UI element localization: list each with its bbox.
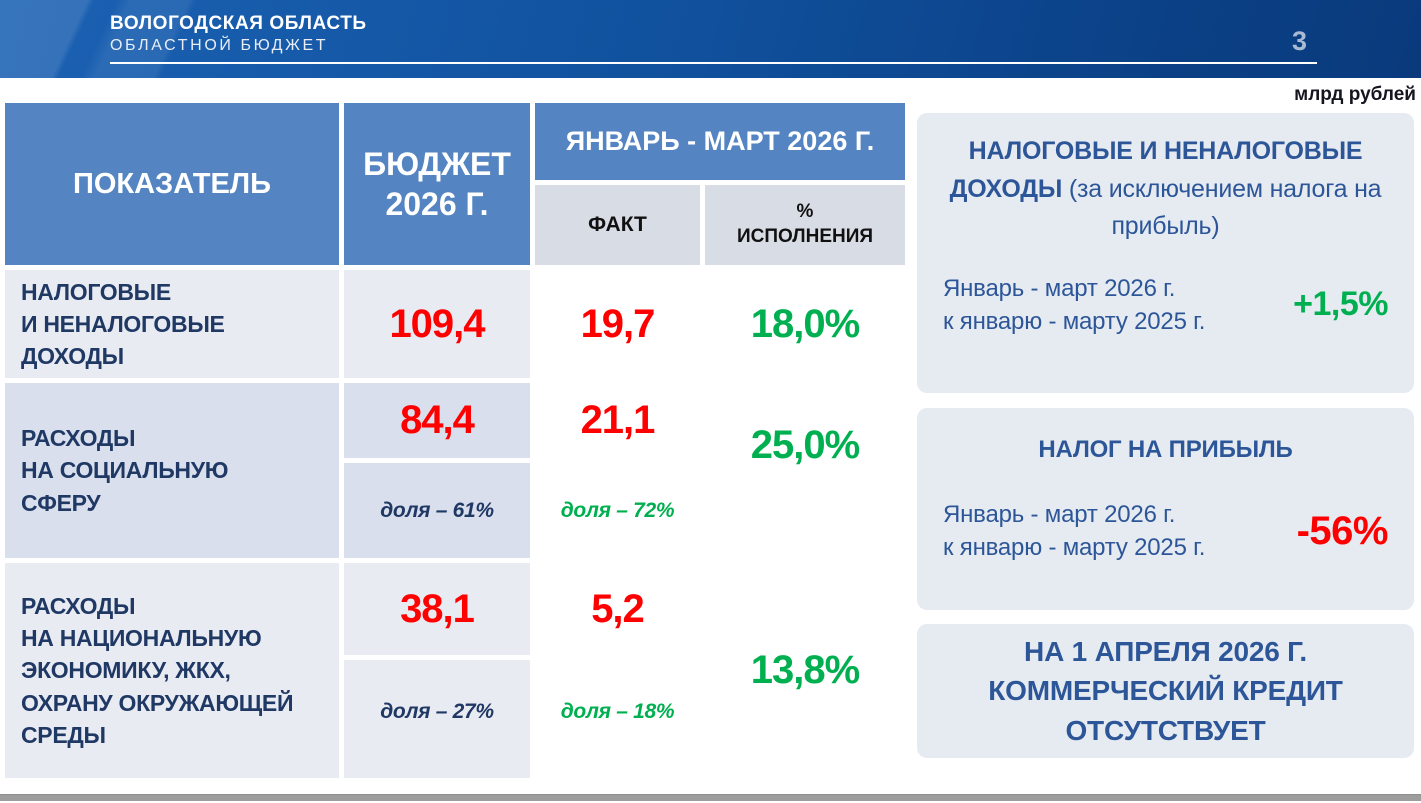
period-line-1: Январь - март 2026 г.: [943, 274, 1176, 302]
col-header-indicator: ПОКАЗАТЕЛЬ: [5, 103, 339, 265]
panel-tax-nontax-income: НАЛОГОВЫЕ И НЕНАЛОГОВЫЕ ДОХОДЫ (за исклю…: [917, 113, 1414, 393]
col-header-execution: % ИСПОЛНЕНИЯ: [705, 185, 905, 265]
fact-share-economy: доля – 18%: [560, 700, 675, 723]
budget-table: ПОКАЗАТЕЛЬ БЮДЖЕТ 2026 Г. ЯНВАРЬ - МАРТ …: [5, 103, 905, 778]
execution-value-incomes: 18,0%: [750, 301, 860, 346]
col-header-budget: БЮДЖЕТ 2026 Г.: [344, 103, 530, 265]
execution-value-economy: 13,8%: [750, 648, 860, 692]
panel-title: НАЛОГ НА ПРИБЫЛЬ: [1038, 436, 1293, 463]
fact-share-social: доля – 72%: [560, 498, 675, 522]
budget-share-social: доля – 61%: [344, 463, 530, 558]
panel-commercial-credit: НА 1 АПРЕЛЯ 2026 Г. КОММЕРЧЕСКИЙ КРЕДИТ …: [917, 624, 1414, 758]
fact-value-social: 21,1: [580, 398, 656, 442]
fact-value-incomes: 19,7: [580, 301, 656, 346]
region-title: ВОЛОГОДСКАЯ ОБЛАСТЬ: [110, 13, 367, 34]
header-underline: [110, 62, 1317, 64]
panel-title-note: (за исключением налога на прибыль): [1062, 174, 1382, 241]
period-line-1: Январь - март 2026 г.: [943, 501, 1176, 528]
panel-body: Январь - март 2026 г. к январю - марту 2…: [943, 498, 1389, 564]
col-header-fact: ФАКТ: [535, 185, 700, 265]
period-line-2: к январю - марту 2025 г.: [943, 307, 1206, 335]
panel-profit-tax: НАЛОГ НА ПРИБЫЛЬ Январь - март 2026 г. к…: [917, 408, 1414, 610]
commercial-credit-statement: НА 1 АПРЕЛЯ 2026 Г. КОММЕРЧЕСКИЙ КРЕДИТ …: [988, 636, 1343, 746]
fact-value-economy: 5,2: [591, 586, 645, 631]
slide-subtitle: ОБЛАСТНОЙ БЮДЖЕТ: [110, 37, 329, 54]
row-label-incomes: НАЛОГОВЫЕ И НЕНАЛОГОВЫЕ ДОХОДЫ: [5, 270, 339, 378]
panel-body: Январь - март 2026 г. к январю - марту 2…: [943, 272, 1388, 338]
panel-title-bold: НАЛОГОВЫЕ И НЕНАЛОГОВЫЕ ДОХОДЫ: [949, 137, 1363, 203]
page-number: 3: [1292, 26, 1308, 56]
row-label-social: РАСХОДЫ НА СОЦИАЛЬНУЮ СФЕРУ: [5, 383, 339, 558]
change-value-positive: +1,5%: [1293, 285, 1388, 324]
period-line-2: к январю - марту 2025 г.: [943, 534, 1206, 562]
comparison-period: Январь - март 2026 г. к январю - марту 2…: [943, 498, 1205, 564]
change-value-negative: -56%: [1296, 508, 1389, 553]
bottom-divider-bar: [0, 794, 1421, 801]
budget-value-incomes: 109,4: [344, 270, 530, 378]
budget-value-economy: 38,1: [344, 563, 530, 655]
units-label: млрд рублей: [1294, 84, 1416, 105]
row-label-economy: РАСХОДЫ НА НАЦИОНАЛЬНУЮ ЭКОНОМИКУ, ЖКХ, …: [5, 563, 339, 778]
budget-value-social: 84,4: [344, 383, 530, 458]
comparison-period: Январь - март 2026 г. к январю - марту 2…: [943, 272, 1205, 338]
execution-value-social: 25,0%: [750, 423, 860, 467]
col-header-period: ЯНВАРЬ - МАРТ 2026 Г.: [535, 103, 905, 180]
budget-share-economy: доля – 27%: [344, 660, 530, 778]
slide-header-banner: ВОЛОГОДСКАЯ ОБЛАСТЬ ОБЛАСТНОЙ БЮДЖЕТ 3: [0, 0, 1421, 78]
panel-title: НАЛОГОВЫЕ И НЕНАЛОГОВЫЕ ДОХОДЫ (за исклю…: [943, 133, 1388, 246]
